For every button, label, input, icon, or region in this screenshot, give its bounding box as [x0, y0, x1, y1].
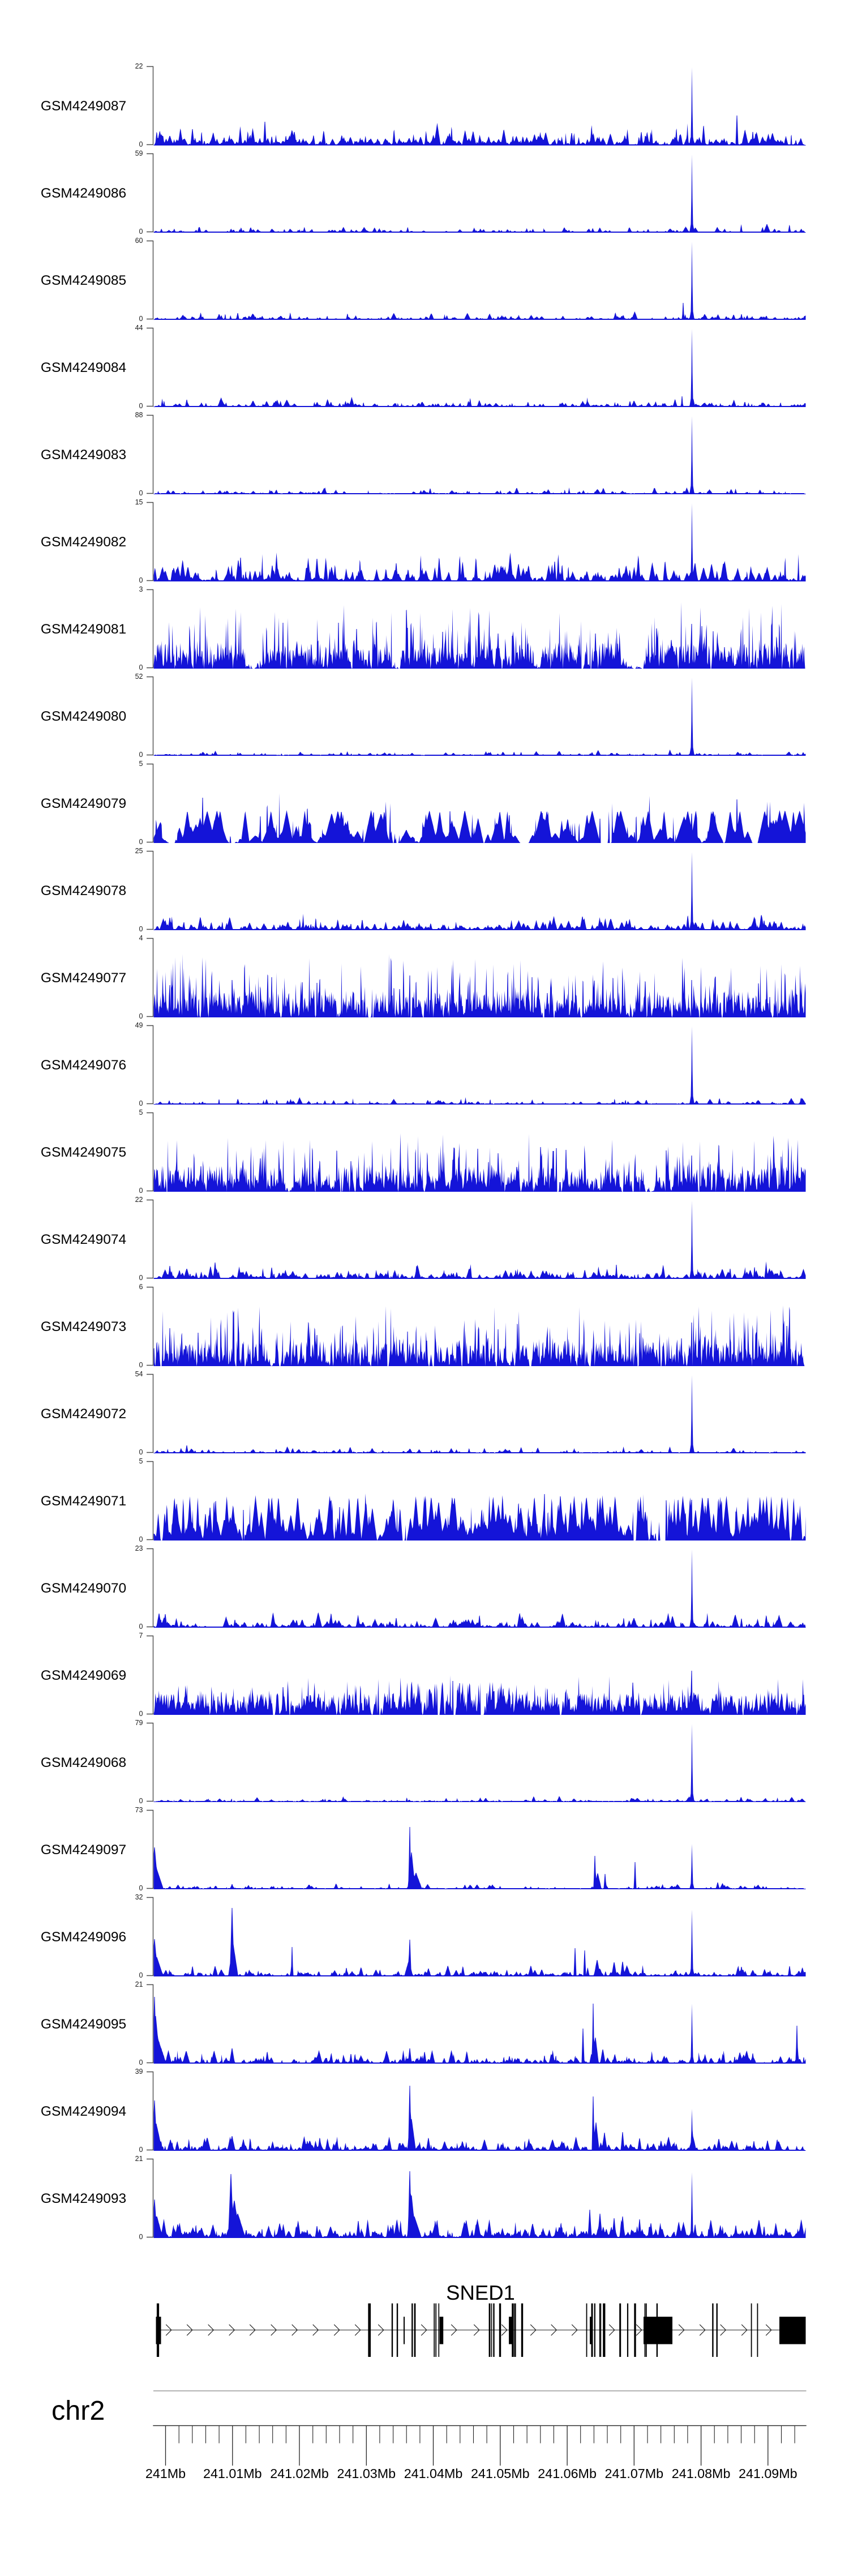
svg-text:241.02Mb: 241.02Mb [270, 2466, 329, 2481]
svg-text:15: 15 [135, 498, 143, 506]
svg-text:0: 0 [139, 1710, 143, 1718]
svg-text:79: 79 [135, 1719, 143, 1727]
svg-text:22: 22 [135, 62, 143, 70]
svg-text:241.04Mb: 241.04Mb [404, 2466, 463, 2481]
svg-text:GSM4249078: GSM4249078 [41, 883, 126, 898]
svg-text:0: 0 [139, 664, 143, 671]
svg-text:0: 0 [139, 1797, 143, 1805]
svg-text:0: 0 [139, 751, 143, 759]
svg-text:GSM4249080: GSM4249080 [41, 709, 126, 724]
svg-text:88: 88 [135, 411, 143, 419]
svg-text:23: 23 [135, 1544, 143, 1552]
svg-text:GSM4249095: GSM4249095 [41, 2017, 126, 2032]
svg-text:0: 0 [139, 1623, 143, 1631]
svg-text:4: 4 [139, 934, 143, 942]
svg-text:21: 21 [135, 1980, 143, 1988]
svg-text:0: 0 [139, 1099, 143, 1107]
svg-text:0: 0 [139, 2146, 143, 2154]
svg-text:GSM4249097: GSM4249097 [41, 1842, 126, 1858]
svg-text:60: 60 [135, 237, 143, 245]
svg-text:52: 52 [135, 673, 143, 681]
svg-text:0: 0 [139, 228, 143, 236]
svg-text:3: 3 [139, 585, 143, 593]
svg-text:241Mb: 241Mb [145, 2466, 186, 2481]
svg-text:39: 39 [135, 2068, 143, 2076]
svg-text:241.05Mb: 241.05Mb [471, 2466, 530, 2481]
svg-text:GSM4249079: GSM4249079 [41, 796, 126, 811]
svg-text:54: 54 [135, 1370, 143, 1378]
svg-text:0: 0 [139, 489, 143, 497]
svg-text:241.01Mb: 241.01Mb [203, 2466, 262, 2481]
svg-text:5: 5 [139, 1109, 143, 1116]
svg-text:GSM4249093: GSM4249093 [41, 2191, 126, 2206]
svg-text:241.06Mb: 241.06Mb [538, 2466, 597, 2481]
svg-text:0: 0 [139, 1187, 143, 1195]
svg-text:0: 0 [139, 1884, 143, 1892]
svg-text:GSM4249074: GSM4249074 [41, 1232, 126, 1247]
svg-text:GSM4249070: GSM4249070 [41, 1581, 126, 1596]
svg-text:GSM4249076: GSM4249076 [41, 1058, 126, 1073]
svg-text:0: 0 [139, 576, 143, 584]
svg-text:0: 0 [139, 838, 143, 846]
svg-text:7: 7 [139, 1632, 143, 1640]
svg-text:GSM4249075: GSM4249075 [41, 1145, 126, 1160]
svg-text:0: 0 [139, 140, 143, 148]
svg-text:32: 32 [135, 1893, 143, 1901]
svg-text:241.08Mb: 241.08Mb [672, 2466, 731, 2481]
svg-text:GSM4249071: GSM4249071 [41, 1494, 126, 1509]
svg-text:GSM4249081: GSM4249081 [41, 622, 126, 637]
svg-text:0: 0 [139, 315, 143, 323]
svg-text:0: 0 [139, 1012, 143, 1020]
svg-text:0: 0 [139, 1448, 143, 1456]
svg-text:0: 0 [139, 1361, 143, 1369]
svg-text:241.09Mb: 241.09Mb [739, 2466, 797, 2481]
svg-text:73: 73 [135, 1806, 143, 1814]
svg-text:GSM4249084: GSM4249084 [41, 360, 126, 375]
svg-text:GSM4249083: GSM4249083 [41, 447, 126, 463]
svg-text:22: 22 [135, 1196, 143, 1204]
svg-text:GSM4249073: GSM4249073 [41, 1319, 126, 1334]
svg-text:59: 59 [135, 149, 143, 157]
svg-text:GSM4249086: GSM4249086 [41, 186, 126, 201]
svg-text:6: 6 [139, 1283, 143, 1291]
svg-text:GSM4249087: GSM4249087 [41, 99, 126, 114]
svg-text:5: 5 [139, 760, 143, 768]
svg-text:241.07Mb: 241.07Mb [604, 2466, 663, 2481]
svg-text:21: 21 [135, 2155, 143, 2163]
svg-text:GSM4249096: GSM4249096 [41, 1929, 126, 1945]
svg-text:0: 0 [139, 1274, 143, 1282]
svg-text:chr2: chr2 [52, 2395, 105, 2426]
svg-text:0: 0 [139, 2233, 143, 2241]
svg-text:0: 0 [139, 925, 143, 933]
svg-text:25: 25 [135, 847, 143, 855]
svg-text:GSM4249072: GSM4249072 [41, 1406, 126, 1422]
svg-text:GSM4249068: GSM4249068 [41, 1755, 126, 1770]
svg-text:GSM4249085: GSM4249085 [41, 273, 126, 288]
svg-text:241.03Mb: 241.03Mb [337, 2466, 396, 2481]
svg-text:GSM4249082: GSM4249082 [41, 534, 126, 550]
svg-text:SNED1: SNED1 [446, 2281, 515, 2304]
svg-text:0: 0 [139, 2059, 143, 2066]
svg-text:0: 0 [139, 402, 143, 410]
svg-text:0: 0 [139, 1535, 143, 1543]
svg-text:GSM4249077: GSM4249077 [41, 970, 126, 986]
svg-text:49: 49 [135, 1021, 143, 1029]
svg-text:0: 0 [139, 1971, 143, 1979]
svg-text:44: 44 [135, 324, 143, 332]
svg-text:GSM4249094: GSM4249094 [41, 2104, 126, 2119]
svg-text:5: 5 [139, 1457, 143, 1465]
svg-text:GSM4249069: GSM4249069 [41, 1668, 126, 1683]
